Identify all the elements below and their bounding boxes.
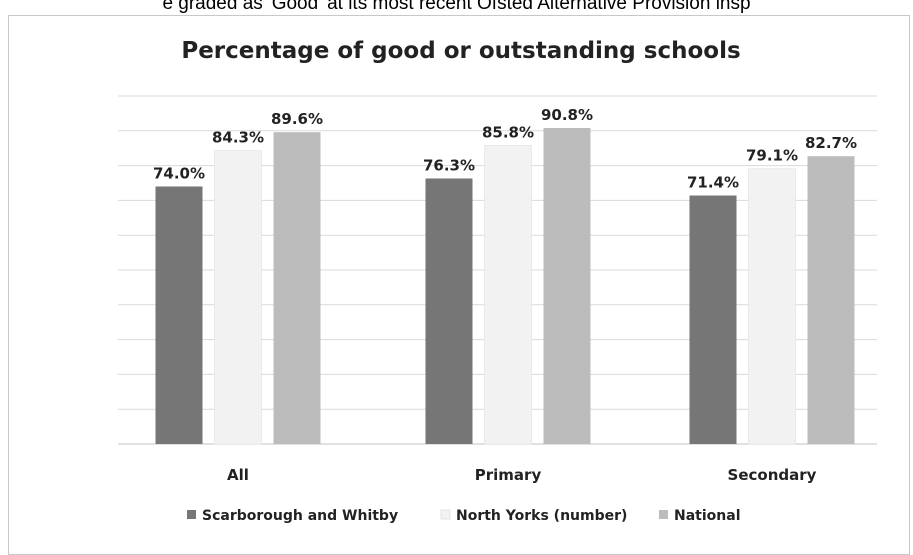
data-label: 84.3% xyxy=(212,129,264,147)
bar-all-scarborough-and-whitby xyxy=(155,186,203,445)
legend-swatch-scarborough-and-whitby xyxy=(187,510,196,519)
data-label: 82.7% xyxy=(805,134,857,152)
bar-primary-north-yorks-number xyxy=(484,145,532,445)
legend-label-north-yorks-number: North Yorks (number) xyxy=(456,508,627,524)
data-label: 76.3% xyxy=(423,156,475,174)
legend-swatch-north-yorks-number xyxy=(440,509,451,520)
category-labels: All Primary Secondary xyxy=(227,466,817,484)
data-label: 89.6% xyxy=(271,110,323,128)
legend-swatch-national xyxy=(659,510,668,519)
bar-secondary-north-yorks-number xyxy=(748,168,796,445)
caption-fragment: e graded as 'Good' at its most recent Of… xyxy=(162,0,751,14)
legend-label-scarborough-and-whitby: Scarborough and Whitby xyxy=(202,508,398,524)
bar-secondary-scarborough-and-whitby xyxy=(689,195,737,444)
bar-secondary-national xyxy=(807,156,855,445)
data-label: 71.4% xyxy=(687,174,739,192)
bar-primary-national xyxy=(543,128,591,445)
bar-all-north-yorks-number xyxy=(214,150,262,445)
legend-label-national: National xyxy=(674,508,741,524)
category-label-all: All xyxy=(227,466,249,484)
data-label: 85.8% xyxy=(482,123,534,141)
chart-title: Percentage of good or outstanding school… xyxy=(181,38,740,64)
category-label-secondary: Secondary xyxy=(728,466,817,484)
data-label: 90.8% xyxy=(541,106,593,124)
category-label-primary: Primary xyxy=(475,466,542,484)
bar-all-national xyxy=(273,132,321,444)
data-labels: 74.0% 84.3% 89.6% 76.3% 85.8% 90.8% 71.4% 79.1%… xyxy=(153,106,857,192)
data-label: 79.1% xyxy=(746,147,798,165)
bars xyxy=(155,128,855,445)
bar-primary-scarborough-and-whitby xyxy=(425,178,473,444)
data-label: 74.0% xyxy=(153,164,205,182)
legend: Scarborough and Whitby North Yorks (numbe… xyxy=(187,508,741,524)
